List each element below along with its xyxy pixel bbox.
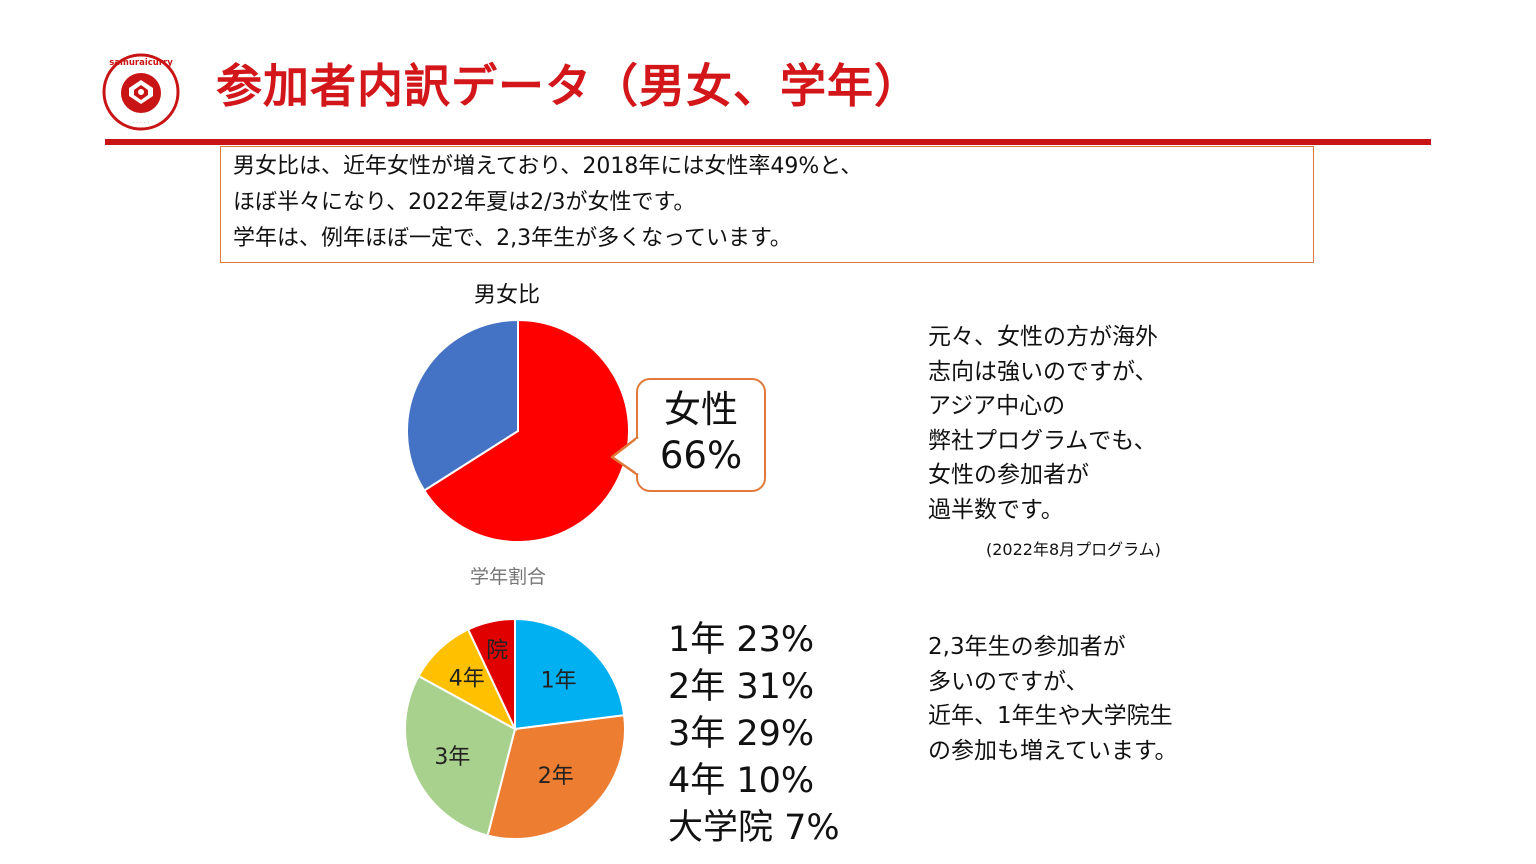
- callout-label: 女性: [664, 388, 738, 431]
- gender-note: 元々、女性の方が海外 志向は強いのですが、 アジア中心の 弊社プログラムでも、 …: [928, 320, 1158, 527]
- pie-slice: [404, 674, 517, 837]
- callout-value: 66%: [659, 434, 743, 477]
- grade-percent-item: 4年 10%: [668, 761, 815, 801]
- grade-percent-item: 1年 23%: [668, 620, 815, 660]
- grade-pie-chart: 1年 2年 3年 4年院: [404, 617, 626, 840]
- grade-chart-title: 学年割合: [470, 566, 547, 588]
- logo-text: samuraicurry: [109, 58, 173, 68]
- samuraicurry-logo: samuraicurry · · · · ·: [102, 53, 180, 131]
- grade-note: 2,3年生の参加者が 多いのですが、 近年、1年生や大学院生 の参加も増えていま…: [928, 630, 1178, 768]
- pie-slice: [406, 318, 519, 492]
- summary-line: 学年は、例年ほぼ一定で、2,3年生が多くなっています。: [233, 226, 792, 251]
- summary-line: 男女比は、近年女性が増えており、2018年には女性率49%と、: [233, 154, 863, 179]
- note-line: の参加も増えています。: [928, 737, 1178, 764]
- grade-percent-item: 2年 31%: [668, 667, 815, 707]
- pie-slice-label: 1年: [541, 668, 577, 693]
- pie-slice-label: 4年: [449, 667, 485, 692]
- pie-slice: [466, 617, 516, 730]
- title-divider: [105, 139, 1431, 145]
- summary-line: ほぼ半々になり、2022年夏は2/3が女性です。: [233, 190, 696, 215]
- grade-percent-item: 大学院 7%: [668, 808, 840, 848]
- note-line: 2,3年生の参加者が: [928, 634, 1126, 660]
- grade-percent-list: 1年 23% 2年 31% 3年 29% 4年 10% 大学院 7%: [668, 617, 840, 852]
- summary-box: 男女比は、近年女性が増えており、2018年には女性率49%と、 ほぼ半々になり、…: [220, 146, 1314, 263]
- note-line: 過半数です。: [928, 496, 1064, 523]
- gender-pie-chart: [406, 318, 630, 543]
- note-line: 女性の参加者が: [928, 462, 1089, 488]
- grade-percent-item: 3年 29%: [668, 714, 815, 754]
- pie-slice-label: 院: [486, 639, 508, 664]
- note-line: 多いのですが、: [928, 668, 1089, 695]
- svg-text:· · · · ·: · · · · ·: [132, 120, 149, 127]
- note-line: 志向は強いのですが、: [928, 358, 1158, 385]
- pie-slice: [486, 714, 626, 840]
- pie-slice: [514, 617, 626, 731]
- pie-slice-label: 2年: [538, 764, 574, 789]
- note-line: 元々、女性の方が海外: [928, 324, 1158, 350]
- gender-note-source: (2022年8月プログラム): [986, 540, 1161, 559]
- note-line: 弊社プログラムでも、: [928, 427, 1157, 454]
- note-line: 近年、1年生や大学院生: [928, 703, 1173, 729]
- note-line: アジア中心の: [928, 393, 1066, 419]
- female-callout: 女性 66%: [636, 378, 766, 492]
- page-title: 参加者内訳データ（男女、学年）: [216, 59, 921, 113]
- callout-tail: [610, 436, 644, 477]
- gender-chart-title: 男女比: [474, 283, 541, 308]
- pie-slice: [422, 318, 630, 543]
- pie-slice-label: 3年: [434, 745, 470, 770]
